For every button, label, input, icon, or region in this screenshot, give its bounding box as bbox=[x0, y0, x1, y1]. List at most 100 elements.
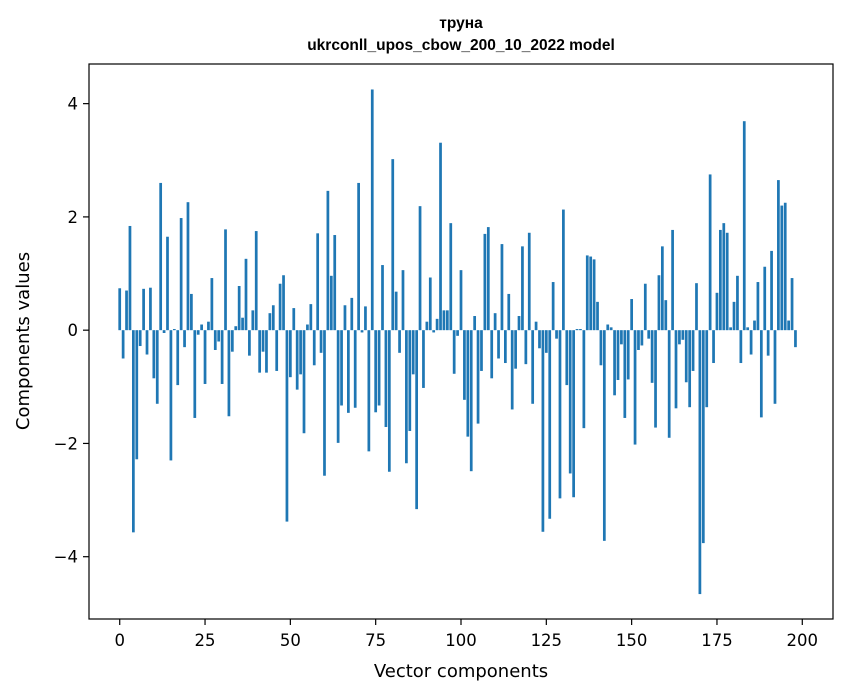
y-tick-label: −2 bbox=[54, 434, 78, 453]
bar-114 bbox=[507, 293, 511, 331]
bar-65 bbox=[340, 330, 343, 406]
bar-147 bbox=[620, 330, 623, 345]
bar-50 bbox=[288, 330, 292, 378]
bar-24 bbox=[200, 324, 203, 331]
bar-28 bbox=[213, 330, 217, 350]
bar-18 bbox=[179, 218, 183, 331]
bar-57 bbox=[312, 330, 316, 366]
bar-34 bbox=[234, 326, 238, 331]
bar-0 bbox=[118, 288, 122, 331]
bar-21 bbox=[190, 293, 193, 331]
bar-145 bbox=[613, 330, 616, 396]
bar-15 bbox=[169, 330, 173, 461]
bar-55 bbox=[306, 324, 309, 331]
bar-52 bbox=[295, 330, 299, 390]
y-axis-ticks: −4 −2 0 2 4 bbox=[54, 95, 89, 567]
y-tick-label: −4 bbox=[54, 548, 78, 567]
x-axis-ticks: 0 25 50 75 100 125 150 175 200 bbox=[114, 619, 818, 650]
x-tick-label: 100 bbox=[445, 631, 477, 650]
bar-165 bbox=[681, 330, 685, 340]
bar-126 bbox=[548, 330, 552, 519]
bar-146 bbox=[616, 330, 620, 381]
bar-105 bbox=[476, 330, 480, 424]
x-tick-label: 75 bbox=[365, 631, 386, 650]
bar-87 bbox=[415, 330, 418, 510]
bar-112 bbox=[500, 244, 504, 331]
bar-95 bbox=[442, 310, 446, 331]
bar-104 bbox=[473, 316, 477, 331]
bar-4 bbox=[132, 330, 135, 533]
bar-152 bbox=[637, 330, 640, 350]
bar-191 bbox=[770, 250, 773, 331]
bar-186 bbox=[753, 320, 756, 331]
bar-78 bbox=[384, 330, 388, 428]
bar-127 bbox=[551, 282, 555, 331]
x-tick-label: 150 bbox=[616, 631, 648, 650]
chart-title: труна bbox=[439, 15, 483, 32]
bar-42 bbox=[261, 330, 265, 352]
bar-136 bbox=[582, 330, 586, 429]
y-axis-label: Components values bbox=[13, 252, 34, 430]
x-tick-label: 50 bbox=[280, 631, 301, 650]
bar-10 bbox=[152, 330, 156, 379]
bar-142 bbox=[602, 330, 606, 541]
bar-129 bbox=[558, 330, 562, 499]
bar-38 bbox=[248, 330, 251, 356]
bar-22 bbox=[193, 330, 197, 418]
bar-7 bbox=[142, 288, 145, 331]
x-tick-label: 0 bbox=[114, 631, 125, 650]
bar-46 bbox=[275, 330, 279, 371]
bar-12 bbox=[159, 182, 163, 331]
bar-168 bbox=[691, 330, 695, 371]
bar-164 bbox=[678, 330, 681, 345]
bar-41 bbox=[258, 330, 262, 373]
bar-19 bbox=[183, 330, 186, 348]
bar-17 bbox=[176, 330, 180, 386]
bar-43 bbox=[265, 330, 268, 373]
bar-153 bbox=[640, 330, 644, 346]
bar-143 bbox=[606, 324, 610, 331]
bar-51 bbox=[292, 308, 296, 331]
bar-82 bbox=[398, 330, 401, 353]
bar-75 bbox=[374, 330, 378, 413]
bar-86 bbox=[411, 330, 415, 375]
bar-29 bbox=[217, 330, 221, 342]
bar-179 bbox=[729, 327, 732, 331]
bar-103 bbox=[469, 330, 473, 472]
x-axis-label: Vector components bbox=[374, 661, 548, 682]
bar-68 bbox=[350, 297, 354, 331]
bar-89 bbox=[422, 330, 425, 388]
bar-5 bbox=[135, 330, 139, 460]
bar-61 bbox=[326, 190, 330, 331]
bar-84 bbox=[405, 330, 408, 464]
bar-137 bbox=[585, 255, 589, 331]
bar-109 bbox=[490, 330, 494, 379]
bar-36 bbox=[241, 317, 244, 331]
bar-185 bbox=[749, 330, 753, 355]
bar-62 bbox=[329, 275, 333, 331]
bar-174 bbox=[712, 330, 715, 364]
bar-158 bbox=[657, 275, 661, 331]
bar-194 bbox=[780, 205, 784, 331]
bar-120 bbox=[527, 232, 531, 331]
bar-102 bbox=[466, 330, 470, 437]
bar-133 bbox=[572, 330, 575, 498]
bar-125 bbox=[544, 330, 548, 353]
bar-71 bbox=[360, 330, 364, 333]
bar-35 bbox=[237, 286, 241, 331]
bar-44 bbox=[268, 313, 272, 331]
bar-23 bbox=[196, 330, 200, 335]
bar-48 bbox=[282, 275, 285, 331]
bar-93 bbox=[435, 318, 439, 331]
bar-130 bbox=[562, 209, 565, 331]
bar-119 bbox=[524, 330, 528, 365]
bar-177 bbox=[722, 223, 726, 331]
bar-77 bbox=[381, 265, 384, 331]
bar-198 bbox=[794, 330, 797, 348]
bar-173 bbox=[708, 174, 712, 331]
bar-47 bbox=[278, 283, 282, 331]
bar-138 bbox=[589, 256, 593, 331]
bar-197 bbox=[790, 278, 794, 331]
bar-53 bbox=[299, 330, 302, 375]
